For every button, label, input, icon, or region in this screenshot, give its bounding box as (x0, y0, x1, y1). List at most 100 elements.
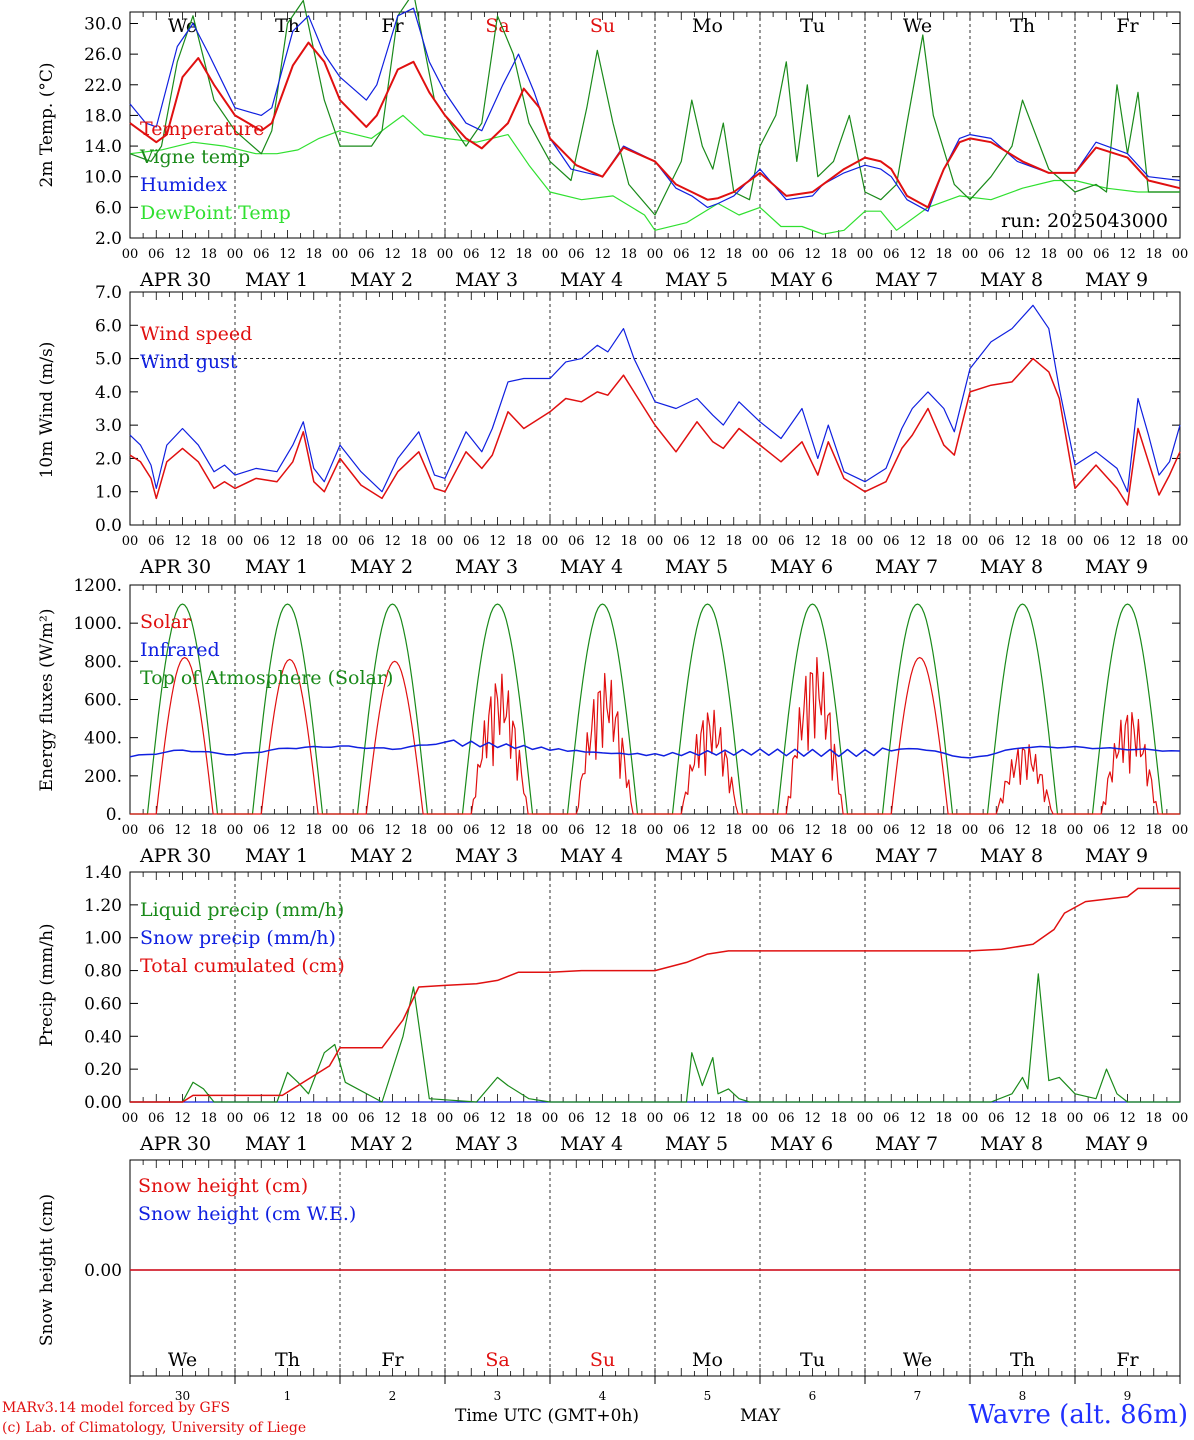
hour-tick-label: 06 (1093, 534, 1110, 549)
legend-temperature: Temperature (140, 118, 264, 140)
hour-tick-label: 12 (1014, 823, 1031, 838)
date-label: MAY 7 (875, 845, 938, 867)
hour-tick-label: 18 (410, 534, 427, 549)
hour-tick-label: 18 (515, 247, 532, 262)
weekday-label: Mo (692, 15, 723, 37)
hour-tick-label: 18 (515, 1111, 532, 1126)
hour-tick-label: 12 (594, 534, 611, 549)
hour-tick-label: 18 (935, 247, 952, 262)
hour-tick-label: 18 (935, 823, 952, 838)
hour-tick-label: 12 (594, 823, 611, 838)
date-label: MAY 5 (665, 845, 728, 867)
y-tick-label: 0.60 (84, 994, 122, 1014)
hour-tick-label: 12 (174, 534, 191, 549)
y-axis-label: Precip (mm/h) (37, 923, 57, 1046)
hour-tick-label: 06 (148, 1111, 165, 1126)
day-number-label: 3 (494, 1389, 502, 1403)
weekday-label: We (168, 1349, 197, 1371)
hour-tick-label: 00 (647, 1111, 664, 1126)
hour-tick-label: 12 (909, 534, 926, 549)
legend-snow-precip: Snow precip (mm/h) (140, 927, 336, 949)
hour-tick-label: 18 (830, 247, 847, 262)
hour-tick-label: 18 (830, 823, 847, 838)
temperature-line (129, 41, 1181, 209)
hour-tick-label: 06 (463, 534, 480, 549)
hour-tick-label: 00 (857, 534, 874, 549)
weekday-label: Tu (800, 15, 825, 37)
hour-tick-label: 00 (542, 823, 559, 838)
hour-tick-label: 06 (883, 247, 900, 262)
y-tick-label: 14.0 (84, 137, 122, 157)
day-number-label: 5 (704, 1389, 712, 1403)
hour-tick-label: 00 (332, 823, 349, 838)
hour-tick-label: 12 (699, 1111, 716, 1126)
hour-tick-label: 06 (778, 534, 795, 549)
hour-tick-label: 18 (725, 1111, 742, 1126)
day-number-label: 6 (809, 1389, 817, 1403)
y-tick-label: 26.0 (84, 45, 122, 65)
hour-tick-label: 18 (515, 534, 532, 549)
legend-vigne-temp: Vigne temp (139, 146, 250, 168)
weekday-label: Sa (485, 1349, 509, 1371)
hour-tick-label: 06 (988, 1111, 1005, 1126)
hour-tick-label: 12 (279, 247, 296, 262)
hour-tick-label: 12 (279, 823, 296, 838)
y-tick-label: 0.80 (84, 962, 122, 982)
hour-tick-label: 00 (227, 823, 244, 838)
day-number-label: 2 (389, 1389, 397, 1403)
y-tick-label: 7.0 (95, 283, 122, 303)
hour-tick-label: 06 (988, 823, 1005, 838)
date-label: MAY 5 (665, 269, 728, 291)
hour-tick-label: 12 (1119, 247, 1136, 262)
hour-tick-label: 00 (1172, 1111, 1189, 1126)
hour-tick-label: 12 (909, 823, 926, 838)
day-number-label: 4 (599, 1389, 607, 1403)
weekday-label: Fr (1116, 15, 1139, 37)
y-axis-label: Energy fluxes (W/m²) (37, 609, 57, 792)
hour-tick-label: 12 (804, 534, 821, 549)
weekday-label: Fr (1116, 1349, 1139, 1371)
hour-tick-label: 18 (620, 823, 637, 838)
hour-tick-label: 18 (725, 823, 742, 838)
wind-speed-line (129, 357, 1181, 506)
hour-tick-label: 06 (358, 1111, 375, 1126)
hour-tick-label: 18 (1145, 247, 1162, 262)
weekday-label: Th (1010, 15, 1035, 37)
hour-tick-label: 12 (1014, 534, 1031, 549)
hour-tick-label: 00 (857, 823, 874, 838)
hour-tick-label: 18 (1040, 247, 1057, 262)
hour-tick-label: 00 (437, 1111, 454, 1126)
date-label: MAY 6 (770, 1133, 833, 1155)
hour-tick-label: 18 (620, 247, 637, 262)
hour-tick-label: 00 (857, 247, 874, 262)
y-tick-label: 1200. (73, 576, 122, 596)
y-tick-label: 1.20 (84, 896, 122, 916)
date-label: MAY 5 (665, 1133, 728, 1155)
hour-tick-label: 00 (332, 247, 349, 262)
weekday-label: Fr (381, 15, 404, 37)
hour-tick-label: 06 (358, 823, 375, 838)
legend-toa-solar: Top of Atmosphere (Solar) (140, 667, 393, 689)
hour-tick-label: 06 (1093, 247, 1110, 262)
y-tick-label: 10.0 (84, 168, 122, 188)
y-tick-label: 200. (84, 767, 122, 787)
hour-tick-label: 06 (463, 1111, 480, 1126)
hour-tick-label: 18 (725, 534, 742, 549)
hour-tick-label: 12 (174, 1111, 191, 1126)
hour-tick-label: 12 (594, 1111, 611, 1126)
date-label: MAY 4 (560, 269, 623, 291)
hour-tick-label: 12 (384, 534, 401, 549)
hour-tick-label: 12 (804, 247, 821, 262)
hour-tick-label: 00 (1067, 823, 1084, 838)
hour-tick-label: 18 (830, 534, 847, 549)
y-tick-label: 0.20 (84, 1060, 122, 1080)
hour-tick-label: 00 (437, 534, 454, 549)
hour-tick-label: 12 (1014, 1111, 1031, 1126)
hour-tick-label: 18 (410, 823, 427, 838)
y-axis-label: 2m Temp. (°C) (37, 62, 57, 187)
hour-tick-label: 18 (1040, 823, 1057, 838)
hour-tick-label: 18 (410, 247, 427, 262)
y-tick-label: 0.00 (84, 1093, 122, 1113)
y-tick-label: 400. (84, 729, 122, 749)
station-label: Wavre (alt. 86m) (968, 1400, 1188, 1430)
